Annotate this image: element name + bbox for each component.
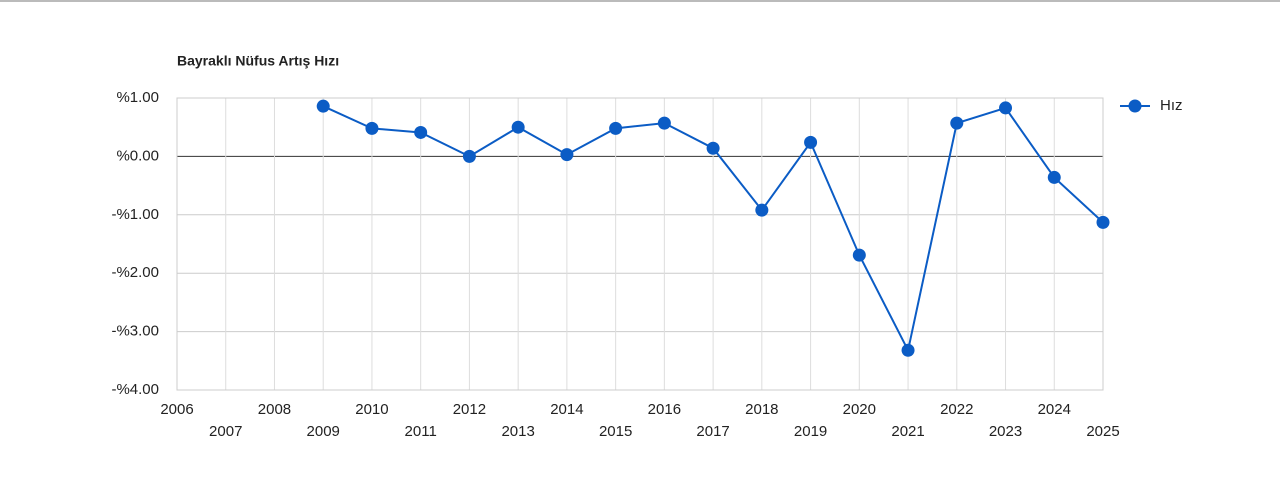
point [1047,170,1061,184]
y-tick-label: -%1.00 [111,206,159,223]
y-tick-label: -%3.00 [111,323,159,340]
x-tick-label: 2008 [258,401,291,418]
legend-marker [1128,99,1142,113]
x-tick-label: 2016 [648,401,681,418]
x-tick-label: 2012 [453,401,486,418]
x-tick-label: 2011 [405,423,437,440]
x-tick-label: 2021 [891,423,924,440]
x-tick-label: 2020 [843,401,876,418]
x-tick-label: 2013 [501,423,534,440]
point [511,120,525,134]
y-tick-label: %0.00 [116,147,159,164]
point [1096,215,1110,229]
point [804,135,818,149]
x-tick-label: 2015 [599,423,632,440]
x-tick-label: 2018 [745,401,778,418]
x-tick-label: 2007 [209,423,242,440]
x-tick-label: 2019 [794,423,827,440]
chart-title: Bayraklı Nüfus Artış Hızı [177,53,339,69]
point [852,248,866,262]
point [999,101,1013,115]
x-tick-label: 2025 [1086,423,1119,440]
plot-border [176,97,1104,391]
point [657,116,671,130]
x-tick-label: 2023 [989,423,1022,440]
x-tick-label: 2010 [355,401,388,418]
point [901,343,915,357]
y-tick-label: -%2.00 [111,264,159,281]
point [706,141,720,155]
x-tick-label: 2017 [696,423,729,440]
x-tick-label: 2024 [1038,401,1071,418]
point [560,148,574,162]
point [609,121,623,135]
x-tick-label: 2014 [550,401,583,418]
y-tick-label: %1.00 [116,89,159,106]
point [950,116,964,130]
x-tick-label: 2009 [307,423,340,440]
point [316,99,330,113]
x-tick-label: 2006 [160,401,193,418]
point [462,149,476,163]
legend-label: Hız [1160,97,1183,114]
y-tick-label: -%4.00 [111,381,159,398]
x-tick-label: 2022 [940,401,973,418]
point [414,125,428,139]
point [365,121,379,135]
point [755,203,769,217]
